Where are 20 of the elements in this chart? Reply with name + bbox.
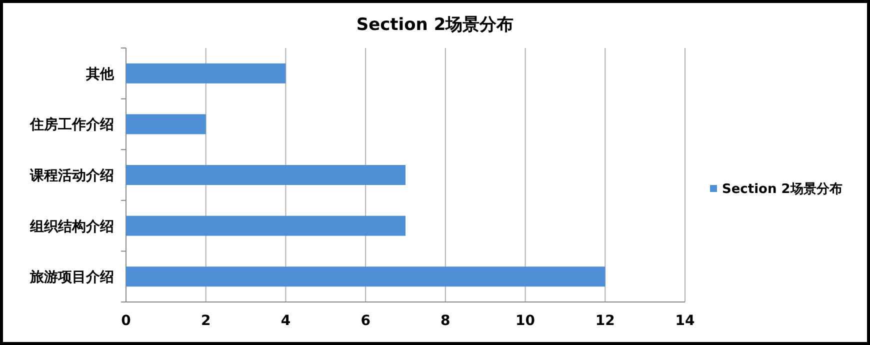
x-tick-label: 2: [200, 313, 211, 329]
bar: [126, 114, 206, 134]
x-tick-label: 14: [675, 313, 695, 329]
bar: [126, 266, 606, 287]
x-tick-label: 10: [516, 313, 536, 329]
x-tick-label: 4: [280, 313, 291, 329]
y-tick-label: 住房工作介绍: [29, 116, 114, 134]
y-tick-label: 课程活动介绍: [29, 168, 114, 184]
legend-label: Section 2场景分布: [722, 182, 842, 197]
bar: [126, 165, 406, 185]
bar: [126, 216, 406, 236]
x-tick-label: 6: [360, 313, 370, 329]
x-tick-label: 0: [121, 313, 132, 329]
bar: [126, 63, 286, 84]
x-tick-label: 12: [595, 313, 615, 329]
y-tick-label: 旅游项目介绍: [29, 270, 114, 286]
y-tick-label: 组织结构介绍: [29, 218, 114, 235]
chart-title: Section 2场景分布: [356, 15, 514, 35]
y-tick-label: 其他: [85, 66, 115, 82]
x-tick-label: 8: [440, 313, 450, 329]
